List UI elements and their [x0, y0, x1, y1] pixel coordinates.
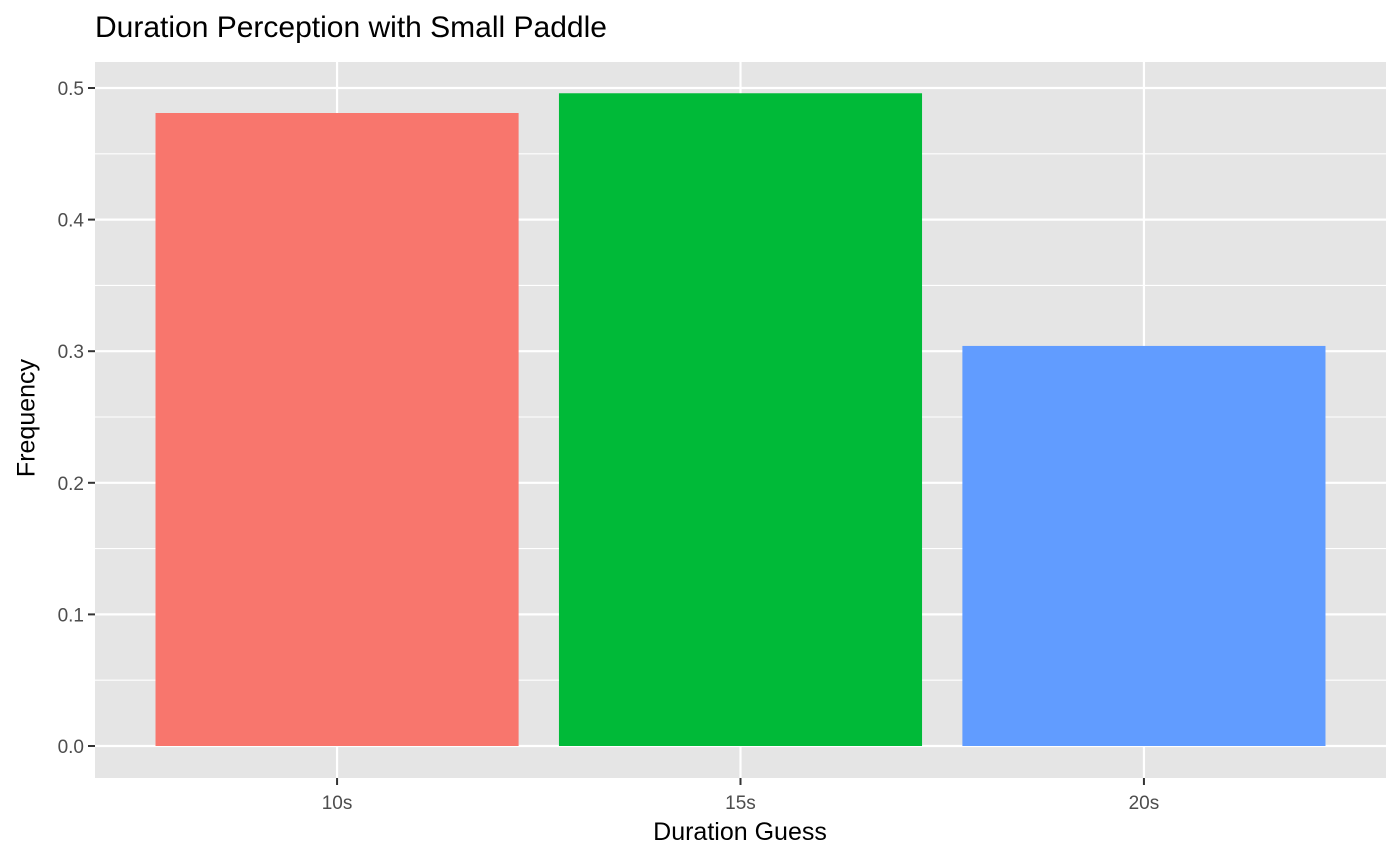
x-axis-label: Duration Guess	[653, 818, 827, 846]
x-tick-label: 20s	[1129, 793, 1160, 814]
chart-title: Duration Perception with Small Paddle	[95, 11, 607, 44]
y-tick-label: 0.0	[58, 737, 84, 758]
y-tick-label: 0.3	[58, 342, 84, 363]
y-tick-label: 0.1	[58, 605, 84, 626]
y-tick-label: 0.2	[58, 474, 84, 495]
x-tick-label: 15s	[725, 793, 756, 814]
bar-15s	[558, 93, 923, 747]
bar-10s	[155, 113, 519, 746]
y-tick-label: 0.4	[58, 211, 85, 232]
bar-20s	[962, 345, 1326, 746]
x-tick-label: 10s	[322, 793, 353, 814]
y-tick-label: 0.5	[58, 79, 84, 100]
